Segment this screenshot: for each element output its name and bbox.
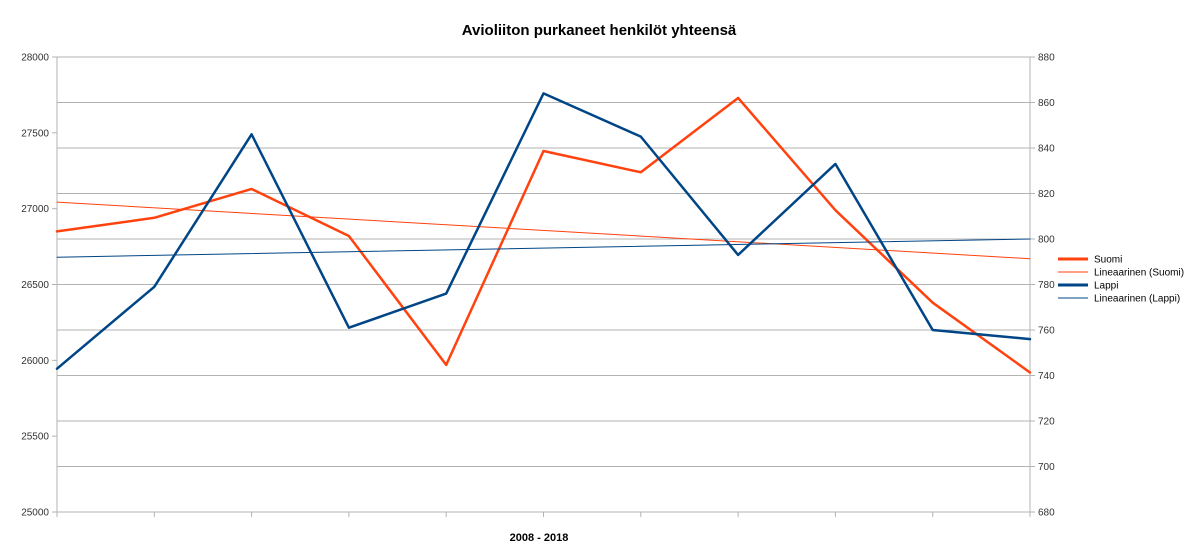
right-y-tick-label: 840	[1038, 144, 1055, 155]
left-y-tick-label: 25000	[21, 508, 49, 519]
legend-label-lineaarinen-suomi: Lineaarinen (Suomi)	[1094, 268, 1184, 279]
left-y-tick-label: 25500	[21, 432, 49, 443]
legend: Suomi Lineaarinen (Suomi) Lappi Lineaarinen…	[1058, 255, 1184, 305]
right-y-tick-label: 680	[1038, 508, 1055, 519]
legend-label-lappi: Lappi	[1094, 281, 1118, 292]
left-y-tick-label: 27500	[21, 128, 49, 139]
right-y-tick-label: 700	[1038, 462, 1055, 473]
legend-label-suomi: Suomi	[1094, 255, 1122, 266]
right-y-tick-label: 880	[1038, 53, 1055, 64]
left-y-tick-label: 27000	[21, 204, 49, 215]
right-y-tick-label: 820	[1038, 189, 1055, 200]
left-y-ticks: 25000 25500 26000 26500 27000 27500 28000	[21, 53, 57, 519]
series-line-lineaarinen-lappi	[56, 238, 1031, 258]
gridlines	[57, 56, 1030, 513]
x-axis-label: 2008 - 2018	[510, 532, 569, 544]
legend-label-lineaarinen-lappi: Lineaarinen (Lappi)	[1094, 294, 1180, 305]
left-y-tick-label: 26000	[21, 356, 49, 367]
chart-title: Avioliiton purkaneet henkilöt yhteensä	[462, 22, 737, 39]
right-y-tick-label: 860	[1038, 98, 1055, 109]
left-y-tick-label: 26500	[21, 280, 49, 291]
right-y-tick-label: 760	[1038, 326, 1055, 337]
right-y-tick-label: 780	[1038, 280, 1055, 291]
right-y-ticks: 680 700 720 740 760 780 800 820 840 860 880	[1030, 53, 1055, 519]
left-y-tick-label: 28000	[21, 53, 49, 64]
series-line-suomi	[55, 96, 1032, 374]
right-y-tick-label: 800	[1038, 235, 1055, 246]
x-ticks	[56, 512, 1031, 517]
series-line-lappi	[55, 92, 1032, 370]
right-y-tick-label: 740	[1038, 371, 1055, 382]
right-y-tick-label: 720	[1038, 417, 1055, 428]
series-line-lineaarinen-suomi	[56, 201, 1031, 260]
series-lines	[55, 92, 1032, 374]
